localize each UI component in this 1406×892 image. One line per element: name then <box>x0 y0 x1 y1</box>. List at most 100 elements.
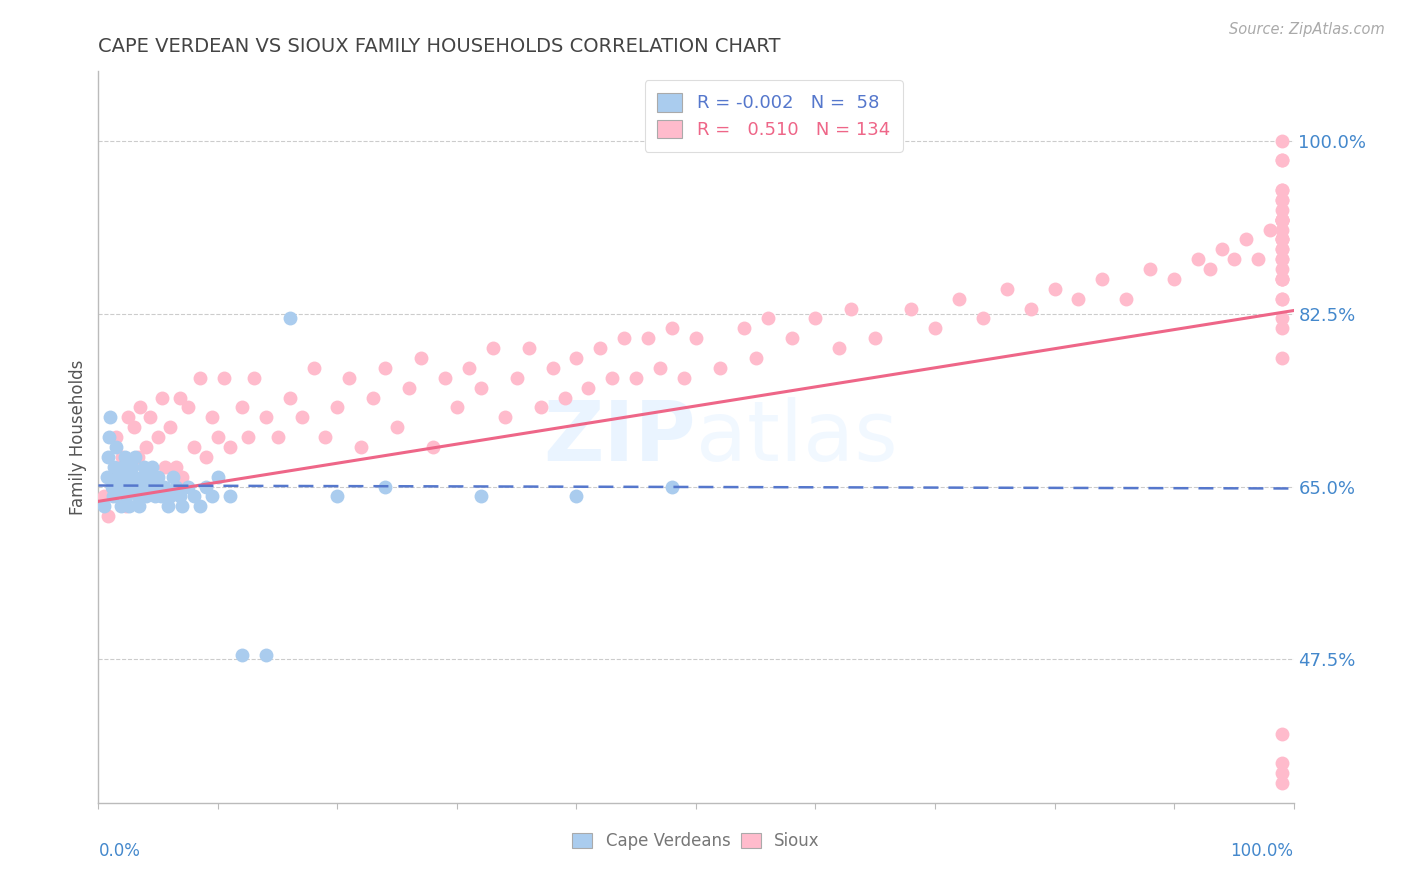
Point <box>1271 292 1294 306</box>
Point <box>114 450 136 464</box>
Point <box>1115 292 1137 306</box>
Point <box>1271 272 1294 286</box>
Point <box>374 479 396 493</box>
Point <box>155 459 177 474</box>
Point <box>98 430 121 444</box>
Point <box>780 331 803 345</box>
Point <box>107 469 129 483</box>
Point <box>278 391 301 405</box>
Point <box>1271 311 1294 326</box>
Point <box>470 381 492 395</box>
Point <box>127 450 149 464</box>
Point <box>165 459 187 474</box>
Point <box>177 401 200 415</box>
Point <box>111 450 134 464</box>
Point <box>565 489 588 503</box>
Point <box>115 489 138 503</box>
Point <box>131 469 153 483</box>
Point <box>1271 242 1294 256</box>
Point <box>1211 242 1233 256</box>
Point <box>201 410 224 425</box>
Point <box>1271 262 1294 277</box>
Point <box>648 360 672 375</box>
Point <box>709 360 731 375</box>
Point <box>481 341 505 355</box>
Point <box>291 410 314 425</box>
Point <box>101 489 124 503</box>
Point <box>673 371 696 385</box>
Point <box>1271 153 1294 168</box>
Point <box>1271 153 1294 168</box>
Point <box>118 500 141 514</box>
Legend: Cape Verdeans, Sioux: Cape Verdeans, Sioux <box>565 825 827 856</box>
Point <box>458 360 481 375</box>
Point <box>1271 252 1294 267</box>
Point <box>1271 183 1294 197</box>
Point <box>207 469 229 483</box>
Point <box>172 500 194 514</box>
Point <box>1271 193 1294 207</box>
Point <box>315 430 337 444</box>
Point <box>1271 252 1294 267</box>
Point <box>124 450 146 464</box>
Point <box>1271 242 1294 256</box>
Point <box>117 410 139 425</box>
Point <box>1199 262 1222 277</box>
Point <box>97 509 120 524</box>
Point <box>165 479 187 493</box>
Point <box>411 351 433 365</box>
Point <box>195 450 218 464</box>
Point <box>177 479 200 493</box>
Point <box>100 479 122 493</box>
Point <box>841 301 863 316</box>
Point <box>517 341 540 355</box>
Point <box>1271 232 1294 246</box>
Text: 0.0%: 0.0% <box>98 842 141 860</box>
Point <box>828 341 851 355</box>
Point <box>972 311 994 326</box>
Point <box>385 420 409 434</box>
Point <box>1271 321 1294 335</box>
Point <box>374 360 396 375</box>
Point <box>530 401 553 415</box>
Point <box>1271 212 1294 227</box>
Point <box>195 479 218 493</box>
Point <box>231 401 253 415</box>
Point <box>278 311 301 326</box>
Point <box>1271 272 1294 286</box>
Point <box>231 648 253 662</box>
Point <box>446 401 468 415</box>
Point <box>1271 726 1294 740</box>
Point <box>127 489 149 503</box>
Point <box>169 489 191 503</box>
Point <box>350 440 373 454</box>
Point <box>1258 222 1281 236</box>
Point <box>219 440 242 454</box>
Text: Source: ZipAtlas.com: Source: ZipAtlas.com <box>1229 22 1385 37</box>
Point <box>339 371 361 385</box>
Point <box>207 430 229 444</box>
Point <box>1271 193 1294 207</box>
Point <box>121 459 143 474</box>
Point <box>93 500 115 514</box>
Point <box>1271 766 1294 780</box>
Point <box>470 489 492 503</box>
Point <box>115 479 138 493</box>
Point <box>93 489 115 503</box>
Point <box>363 391 385 405</box>
Point <box>434 371 457 385</box>
Point <box>115 500 138 514</box>
Point <box>398 381 420 395</box>
Point <box>188 371 211 385</box>
Point <box>326 401 349 415</box>
Point <box>494 410 516 425</box>
Point <box>506 371 529 385</box>
Point <box>1271 232 1294 246</box>
Point <box>661 321 683 335</box>
Point <box>1139 262 1161 277</box>
Point <box>589 341 612 355</box>
Point <box>236 430 259 444</box>
Point <box>135 440 157 454</box>
Text: atlas: atlas <box>696 397 897 477</box>
Point <box>865 331 887 345</box>
